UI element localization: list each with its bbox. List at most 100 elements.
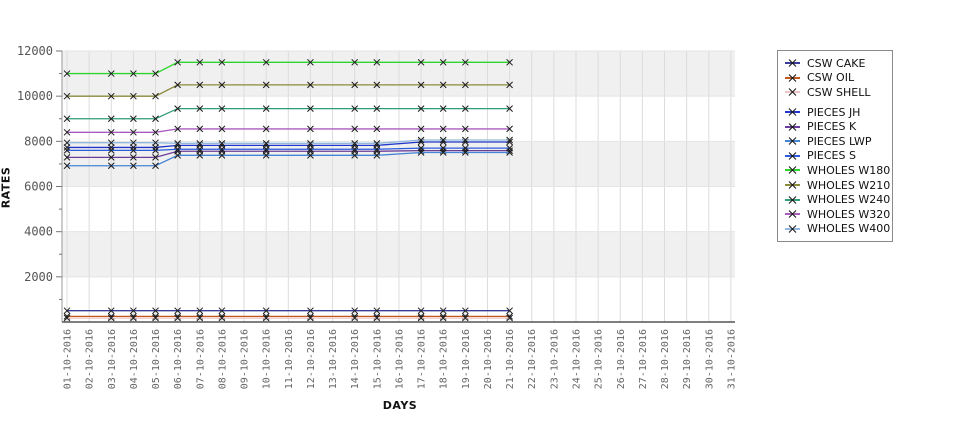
- legend-item-wholes-w240: WHOLES W240: [784, 192, 892, 207]
- x-marker: [107, 147, 115, 154]
- x-marker: [152, 115, 159, 123]
- x-marker: [307, 105, 314, 112]
- x-marker: [130, 307, 137, 315]
- x-marker: [373, 307, 381, 315]
- x-marker: [218, 151, 226, 159]
- x-marker: [373, 105, 381, 112]
- x-marker: [351, 58, 359, 66]
- legend-label: WHOLES W240: [807, 193, 891, 207]
- x-marker: [130, 144, 137, 151]
- x-marker: [307, 314, 314, 322]
- legend-marker-line: [788, 210, 797, 219]
- x-marker: [63, 128, 71, 136]
- x-marker: [130, 92, 137, 100]
- x-tick-label: 19-10-2016: [461, 329, 472, 389]
- legend-marker-line: [788, 108, 797, 116]
- legend-label: WHOLES W210: [807, 178, 891, 192]
- x-marker: [262, 307, 270, 315]
- x-marker: [174, 145, 182, 153]
- legend-marker-line: [788, 88, 797, 97]
- x-marker: [196, 145, 204, 153]
- x-marker: [262, 151, 270, 159]
- x-tick-label: 09-10-2016: [240, 329, 251, 389]
- x-tick-label: 24-10-2016: [571, 329, 582, 389]
- series-csw-shell: [63, 314, 513, 322]
- x-tick-label: 03-10-2016: [107, 329, 118, 389]
- x-marker: [506, 307, 513, 315]
- y-tick-label: 2000: [24, 270, 53, 284]
- legend-label: PIECES LWP: [807, 134, 872, 148]
- x-marker: [63, 314, 71, 322]
- legend-item-csw-shell: CSW SHELL: [784, 85, 892, 100]
- legend-item-csw-cake: CSW CAKE: [784, 56, 892, 71]
- legend-label: PIECES S: [807, 149, 856, 163]
- x-marker: [439, 307, 447, 315]
- y-axis-title: RATES: [0, 166, 13, 209]
- x-tick-label: 30-10-2016: [704, 329, 715, 389]
- x-marker: [218, 314, 226, 322]
- x-marker: [107, 162, 115, 170]
- x-marker: [174, 151, 182, 159]
- legend-label: WHOLES W180: [807, 163, 891, 177]
- legend-marker-line: [788, 166, 797, 175]
- x-marker: [196, 140, 204, 147]
- y-tick-label: 4000: [24, 225, 53, 239]
- legend-marker-icon: [785, 166, 800, 175]
- x-marker: [63, 70, 71, 77]
- legend-item-wholes-w210: WHOLES W210: [784, 178, 892, 193]
- legend-item-pieces-s: PIECES S: [784, 149, 892, 164]
- legend-marker-icon: [785, 88, 800, 97]
- y-tick-label: 10000: [17, 89, 53, 103]
- legend-label: WHOLES W400: [807, 222, 891, 236]
- x-marker: [63, 147, 71, 154]
- x-tick-label: 28-10-2016: [660, 329, 671, 389]
- x-marker: [307, 125, 314, 133]
- x-marker: [351, 307, 359, 315]
- gridlines: [62, 50, 735, 322]
- x-marker: [461, 144, 469, 152]
- legend-item-wholes-w180: WHOLES W180: [784, 163, 892, 178]
- x-marker: [373, 140, 381, 147]
- x-marker: [506, 138, 513, 146]
- x-marker: [506, 105, 513, 112]
- series-csw-cake: [63, 307, 513, 315]
- x-tick-label: 15-10-2016: [372, 329, 383, 389]
- x-marker: [63, 144, 71, 151]
- x-marker: [130, 147, 137, 154]
- x-marker: [417, 125, 425, 133]
- x-tick-label: 10-10-2016: [262, 329, 273, 389]
- x-axis-labels: 01-10-2016 02-10-2016 03-10-2016 04-10-2016…: [63, 329, 738, 389]
- legend-item-pieces-k: PIECES K: [784, 119, 892, 134]
- legend-item-csw-oil: CSW OIL: [784, 71, 892, 86]
- x-marker: [461, 81, 469, 89]
- x-marker: [130, 128, 137, 136]
- legend-marker-icon: [785, 74, 800, 82]
- legend-marker-line: [788, 181, 797, 189]
- x-marker: [417, 144, 425, 152]
- x-marker: [461, 314, 469, 322]
- legend-marker-line: [788, 74, 797, 82]
- x-marker: [152, 162, 159, 170]
- legend-marker-icon: [785, 181, 800, 189]
- x-marker: [307, 307, 314, 315]
- x-marker: [107, 314, 115, 322]
- x-marker: [417, 314, 425, 322]
- x-marker: [262, 105, 270, 112]
- x-marker: [130, 162, 137, 170]
- y-tick-label: 8000: [24, 134, 53, 148]
- y-tick-label: 12000: [17, 44, 53, 58]
- x-marker: [417, 136, 425, 144]
- x-marker: [218, 145, 226, 153]
- x-tick-label: 20-10-2016: [483, 329, 494, 389]
- x-tick-label: 12-10-2016: [306, 329, 317, 389]
- x-marker: [130, 314, 137, 322]
- legend-label: CSW SHELL: [807, 85, 871, 99]
- x-marker: [439, 81, 447, 89]
- x-marker: [63, 92, 71, 100]
- legend-label: WHOLES W320: [807, 207, 891, 221]
- x-marker: [196, 314, 204, 322]
- x-tick-label: 21-10-2016: [505, 329, 516, 389]
- x-marker: [63, 307, 71, 315]
